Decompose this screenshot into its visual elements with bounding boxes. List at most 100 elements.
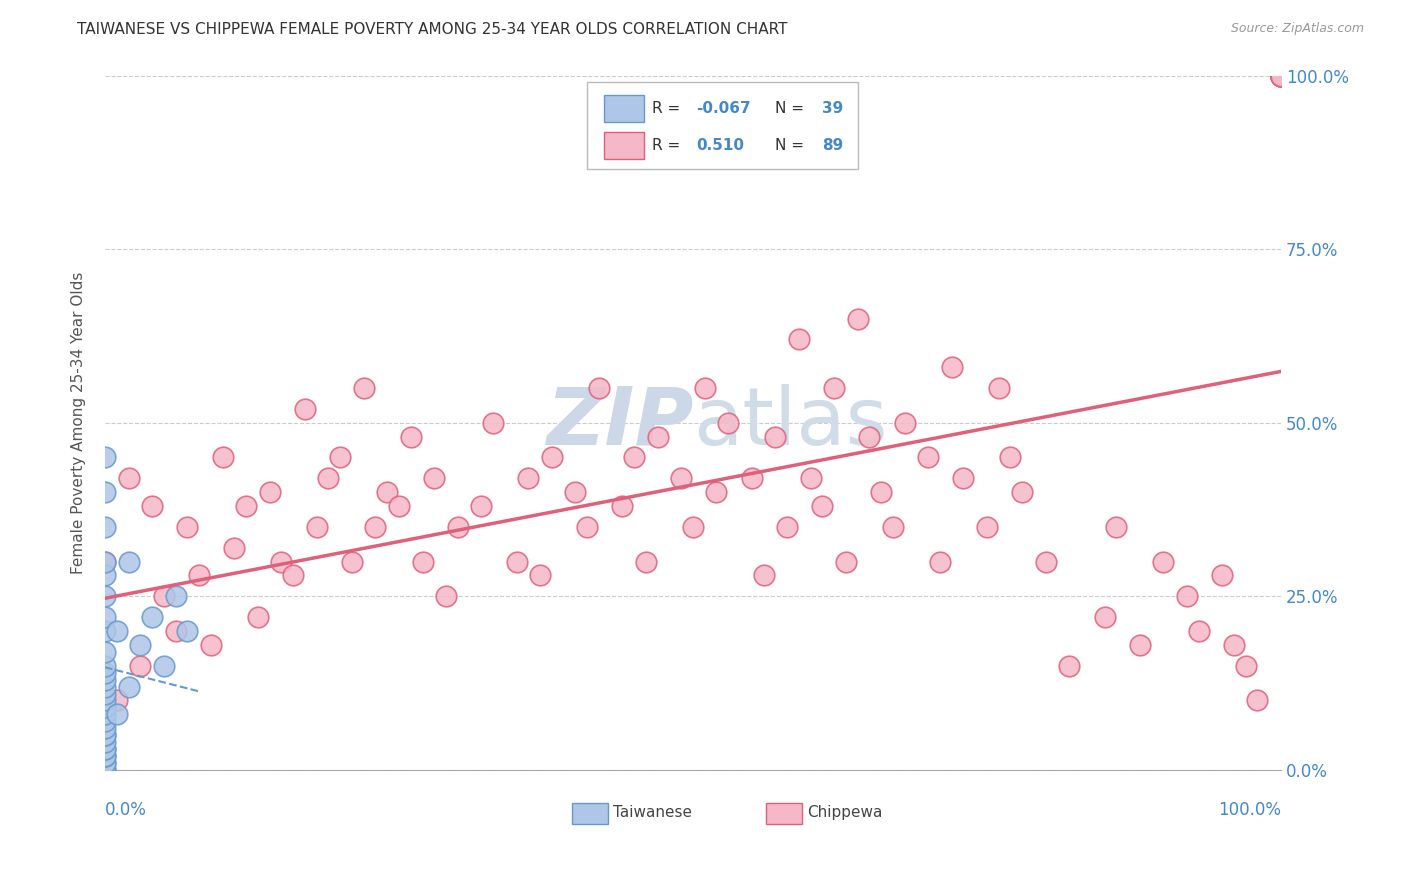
Point xyxy=(152,658,174,673)
Point xyxy=(94,721,117,735)
FancyBboxPatch shape xyxy=(588,82,858,169)
Point xyxy=(411,555,433,569)
Point xyxy=(141,610,163,624)
Point xyxy=(505,555,527,569)
Point xyxy=(94,763,117,777)
Point xyxy=(94,485,117,500)
Point xyxy=(94,665,117,680)
Point xyxy=(94,756,117,770)
Text: N =: N = xyxy=(775,138,810,153)
Point xyxy=(94,700,117,714)
Text: Source: ZipAtlas.com: Source: ZipAtlas.com xyxy=(1230,22,1364,36)
Point xyxy=(1188,624,1211,638)
Point xyxy=(671,471,693,485)
Text: N =: N = xyxy=(775,101,810,116)
Point xyxy=(482,416,505,430)
Point xyxy=(434,590,457,604)
Point xyxy=(846,311,869,326)
Point xyxy=(447,520,470,534)
Point xyxy=(305,520,328,534)
Point xyxy=(117,471,139,485)
Text: Taiwanese: Taiwanese xyxy=(613,805,692,821)
Point xyxy=(94,610,117,624)
Point xyxy=(1094,610,1116,624)
Point xyxy=(188,568,211,582)
Point xyxy=(952,471,974,485)
Point xyxy=(1246,693,1268,707)
Point xyxy=(105,624,128,638)
Text: TAIWANESE VS CHIPPEWA FEMALE POVERTY AMONG 25-34 YEAR OLDS CORRELATION CHART: TAIWANESE VS CHIPPEWA FEMALE POVERTY AMO… xyxy=(77,22,787,37)
Point xyxy=(1000,450,1022,465)
Point xyxy=(1152,555,1174,569)
Text: atlas: atlas xyxy=(693,384,887,462)
Point xyxy=(176,520,198,534)
Point xyxy=(176,624,198,638)
Point xyxy=(318,471,340,485)
Point xyxy=(388,499,411,513)
Point xyxy=(94,728,117,742)
Point xyxy=(129,658,152,673)
Point xyxy=(717,416,740,430)
Point xyxy=(976,520,998,534)
Point xyxy=(329,450,352,465)
Point xyxy=(259,485,281,500)
Point xyxy=(165,590,187,604)
Text: 39: 39 xyxy=(823,101,844,116)
Point xyxy=(117,555,139,569)
Point xyxy=(1234,658,1257,673)
Point xyxy=(340,555,363,569)
Point xyxy=(623,450,645,465)
Point xyxy=(835,555,858,569)
Point xyxy=(870,485,893,500)
Point xyxy=(94,742,117,756)
FancyBboxPatch shape xyxy=(603,132,644,159)
Point xyxy=(235,499,257,513)
Point xyxy=(94,707,117,722)
Point xyxy=(647,429,669,443)
Point xyxy=(94,728,117,742)
Point xyxy=(470,499,492,513)
Point xyxy=(1035,555,1057,569)
Point xyxy=(94,624,117,638)
Point xyxy=(94,693,117,707)
Point xyxy=(941,360,963,375)
Point xyxy=(776,520,799,534)
Point xyxy=(1059,658,1081,673)
Point xyxy=(94,742,117,756)
Point xyxy=(763,429,786,443)
Point xyxy=(94,645,117,659)
Point xyxy=(823,381,845,395)
Point xyxy=(800,471,823,485)
Point xyxy=(94,520,117,534)
Point xyxy=(564,485,586,500)
Point xyxy=(94,658,117,673)
Point xyxy=(94,555,117,569)
Point xyxy=(1270,69,1292,83)
Point xyxy=(541,450,564,465)
Point xyxy=(399,429,422,443)
Text: 100.0%: 100.0% xyxy=(1218,801,1281,819)
Point xyxy=(517,471,540,485)
FancyBboxPatch shape xyxy=(572,803,609,824)
Y-axis label: Female Poverty Among 25-34 Year Olds: Female Poverty Among 25-34 Year Olds xyxy=(72,271,86,574)
Point xyxy=(423,471,446,485)
Point xyxy=(94,568,117,582)
Point xyxy=(1129,638,1152,652)
Point xyxy=(281,568,304,582)
Point xyxy=(105,693,128,707)
Point xyxy=(787,332,810,346)
Point xyxy=(211,450,233,465)
Point xyxy=(588,381,610,395)
Point xyxy=(141,499,163,513)
Point xyxy=(224,541,246,555)
Point xyxy=(364,520,387,534)
Point xyxy=(200,638,222,652)
Point xyxy=(1270,69,1292,83)
Point xyxy=(917,450,939,465)
Point xyxy=(576,520,599,534)
Point xyxy=(1270,69,1292,83)
Point xyxy=(353,381,375,395)
Point xyxy=(94,749,117,764)
Point xyxy=(693,381,716,395)
Point xyxy=(1175,590,1198,604)
